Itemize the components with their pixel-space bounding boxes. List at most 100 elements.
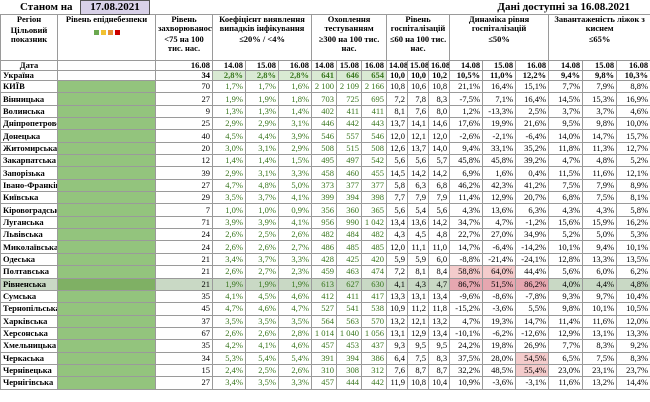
value-cell: 4,7% bbox=[212, 178, 246, 193]
value-cell: 4,8% bbox=[245, 178, 279, 193]
value-cell: 428 bbox=[311, 252, 338, 267]
value-cell: 453 bbox=[336, 339, 363, 353]
value-cell: 2,9% bbox=[212, 117, 246, 131]
value-cell: 2,6% bbox=[277, 363, 313, 378]
column-title: Рівень епіднебезпеки bbox=[65, 14, 148, 24]
column-target: ≤65% bbox=[588, 34, 611, 44]
value-cell: 21,1% bbox=[449, 79, 484, 94]
value-cell: 7,6 bbox=[386, 363, 409, 378]
value-cell: 8,8% bbox=[616, 79, 650, 94]
value-cell: 12,0 bbox=[428, 129, 451, 143]
value-cell: 4,1 bbox=[386, 277, 409, 291]
value-cell: 5,9 bbox=[407, 252, 430, 267]
value-cell: 4,6% bbox=[245, 302, 279, 316]
value-cell: 2,5% bbox=[245, 363, 279, 378]
value-cell: 399 bbox=[311, 191, 338, 205]
value-cell: 13,3% bbox=[582, 252, 618, 267]
value-cell: 45,8% bbox=[482, 154, 517, 168]
value-cell: 11,8 bbox=[428, 302, 451, 316]
value-cell: 394 bbox=[336, 191, 363, 205]
column-target: ≤50% bbox=[488, 34, 510, 44]
date-cell: 16.08 bbox=[515, 60, 550, 71]
value-cell: 7,5% bbox=[548, 178, 584, 193]
value-cell: 14,2 bbox=[407, 166, 430, 180]
value-cell: 990 bbox=[336, 215, 363, 230]
value-cell: 646 bbox=[336, 70, 363, 81]
value-cell: 4,8% bbox=[616, 277, 650, 291]
value-cell: -6,4% bbox=[515, 129, 550, 143]
value-cell: 411 bbox=[336, 104, 363, 119]
value-cell: 2 166 bbox=[361, 79, 388, 94]
value-cell: 10,6 bbox=[407, 79, 430, 94]
value-cell: 12,0 bbox=[386, 129, 409, 143]
table-row: Полтавська 21 2,6% 2,7% 2,3% 459 463 474 7,2 8,1 8… bbox=[0, 265, 650, 279]
value-cell: 4,3 bbox=[386, 228, 409, 242]
value-cell: 13,6% bbox=[482, 203, 517, 217]
value-cell: 485 bbox=[361, 240, 388, 254]
value-cell: 2,3% bbox=[277, 265, 313, 279]
value-cell: 1,5% bbox=[277, 154, 313, 168]
value-cell: 1,4% bbox=[277, 104, 313, 119]
value-cell: 457 bbox=[311, 339, 338, 353]
value-cell: 2,8% bbox=[245, 70, 279, 81]
value-cell: 484 bbox=[336, 228, 363, 242]
value-cell: 3,5% bbox=[245, 376, 279, 390]
value-cell: 2,7% bbox=[245, 265, 279, 279]
value-cell: 86,7% bbox=[449, 277, 484, 291]
value-cell: 2,9% bbox=[212, 166, 246, 180]
table-row: Волинська 9 1,3% 1,3% 1,4% 402 411 411 8,1 7,6 8,0… bbox=[0, 104, 650, 119]
value-cell: 3,7% bbox=[548, 104, 584, 119]
region-name: Чернівецька bbox=[0, 363, 58, 378]
column-title: Рівень захворюваності bbox=[158, 14, 213, 33]
value-cell: 7,2 bbox=[386, 92, 409, 106]
value-cell: 14,5 bbox=[386, 166, 409, 180]
region-name: Черкаська bbox=[0, 351, 58, 365]
value-cell: 14,7% bbox=[582, 129, 618, 143]
value-cell: 3,4% bbox=[212, 376, 246, 390]
value-cell: 2,6% bbox=[245, 326, 279, 341]
table-row: Одеська 21 3,4% 3,7% 3,3% 428 425 420 5,9 5,9 6,0-… bbox=[0, 252, 650, 267]
value-cell: 485 bbox=[336, 240, 363, 254]
date-cell: 16.08 bbox=[361, 60, 388, 71]
value-cell: 14,7% bbox=[515, 314, 550, 328]
value-cell: 13,7 bbox=[407, 141, 430, 156]
value-cell: 11,1 bbox=[407, 240, 430, 254]
value-cell: 23,0% bbox=[548, 363, 584, 378]
value-cell: 4,0% bbox=[548, 277, 584, 291]
table-row: Чернівецька 15 2,4% 2,5% 2,6% 310 308 312 7,6 8,7… bbox=[0, 363, 650, 378]
table-row: Київська 29 3,5% 3,7% 4,1% 399 394 398 7,7 7,9 7,9… bbox=[0, 191, 650, 205]
date-cell: 14.08 bbox=[449, 60, 484, 71]
value-cell: 455 bbox=[361, 166, 388, 180]
value-cell: 21 bbox=[155, 252, 213, 267]
region-name: Тернопільська bbox=[0, 302, 58, 316]
value-cell: 4,1% bbox=[212, 289, 246, 304]
value-cell: 570 bbox=[361, 314, 388, 328]
value-cell: -3,6% bbox=[482, 302, 517, 316]
value-cell: 6,8 bbox=[428, 178, 451, 193]
region-name: Закарпатська bbox=[0, 154, 58, 168]
value-cell: 33,1% bbox=[482, 141, 517, 156]
column-header: Рівень госпіталізацій ≤60 на 100 тис. нас… bbox=[386, 14, 451, 61]
danger-level bbox=[57, 289, 156, 304]
table-row: Рівненська 21 1,9% 1,9% 1,9% 613 627 630 4,1 4,3 4… bbox=[0, 277, 650, 291]
value-cell: 7,9 bbox=[407, 191, 430, 205]
danger-level bbox=[57, 326, 156, 341]
value-cell: 4,8% bbox=[582, 154, 618, 168]
region-name: Луганська bbox=[0, 215, 58, 230]
value-cell: 6,2% bbox=[616, 265, 650, 279]
value-cell: 365 bbox=[361, 203, 388, 217]
table-row: КИЇВ 70 1,7% 1,7% 1,6% 2 100 2 109 2 166 10,8 10,… bbox=[0, 79, 650, 94]
value-cell: 9,7% bbox=[582, 289, 618, 304]
value-cell: 10,8 bbox=[428, 79, 451, 94]
value-cell: 48,5% bbox=[482, 363, 517, 378]
region-name: Дніпропетровська bbox=[0, 117, 58, 131]
date-cell: 14.08 bbox=[212, 60, 246, 71]
value-cell: 13,4 bbox=[428, 289, 451, 304]
table-row: Закарпатська 12 1,4% 1,4% 1,5% 495 497 542 5,6 5,… bbox=[0, 154, 650, 168]
value-cell: 4,6% bbox=[277, 289, 313, 304]
value-cell: 2,6% bbox=[212, 240, 246, 254]
value-cell: 9,4% bbox=[449, 141, 484, 156]
value-cell: 13,4 bbox=[428, 326, 451, 341]
value-cell: 0,9% bbox=[277, 203, 313, 217]
value-cell: 1,3% bbox=[245, 104, 279, 119]
